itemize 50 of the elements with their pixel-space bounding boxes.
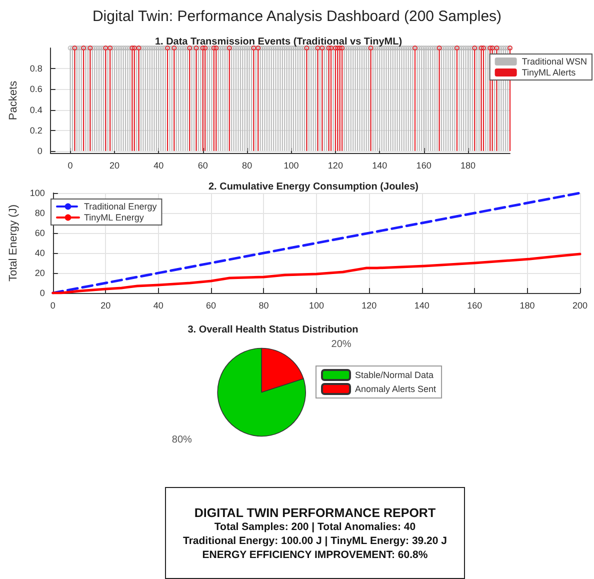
legend-label: TinyML Energy [84, 212, 144, 222]
text: Total Samples: 200 | Total Anomalies: 40 [213, 520, 417, 534]
y-axis-title: Packets [8, 80, 20, 120]
legend-label: Anomaly Alerts Sent [355, 384, 437, 394]
y-tick-label: 0 [40, 288, 45, 298]
y-tick-label: 100 [30, 188, 45, 198]
chart-title: 1. Data Transmission Events (Traditional vs TinyML) [154, 36, 402, 48]
x-tick-label: 60 [198, 160, 208, 170]
legend-label: Traditional WSN [522, 56, 588, 66]
x-tick-label: 200 [572, 300, 588, 310]
y-tick-label: 0.2 [30, 125, 42, 136]
x-tick-label: 160 [416, 160, 432, 170]
y-tick-label: 0 [37, 146, 42, 156]
x-tick-label: 100 [308, 300, 324, 310]
text: ENERGY EFFICIENCY IMPROVEMENT: 60.8% [201, 548, 429, 562]
chart-title: 3. Overall Health Status Distribution [188, 324, 358, 336]
data-label: 20% [331, 339, 352, 350]
chart-subtitle: Digital Twin: Performance Analysis Dashboard (200 Samples) [91, 8, 503, 25]
x-tick-label: 180 [520, 300, 535, 310]
text: Traditional Energy: 100.00 J | TinyML Energy: 39.20 J [182, 534, 448, 548]
x-tick-label: 0 [50, 300, 56, 310]
y-tick-label: 60 [34, 228, 45, 238]
x-tick-label: 20 [100, 300, 111, 310]
text: DIGITAL TWIN PERFORMANCE REPORT [193, 506, 437, 520]
x-tick-label: 120 [362, 300, 377, 310]
x-tick-label: 40 [154, 160, 164, 170]
x-tick-label: 140 [372, 160, 388, 170]
y-tick-label: 0.4 [30, 104, 42, 115]
chart-title: 2. Cumulative Energy Consumption (Joules) [208, 182, 419, 192]
y-tick-label: 0.6 [30, 84, 42, 94]
x-tick-label: 140 [414, 300, 430, 310]
y-tick-label: 20 [34, 268, 45, 278]
y-tick-label: 80 [34, 208, 45, 218]
y-tick-label: 0.8 [30, 64, 42, 74]
x-tick-label: 120 [328, 160, 343, 170]
x-tick-label: 80 [258, 300, 269, 310]
legend-label: Stable/Normal Data [355, 370, 434, 380]
x-tick-label: 180 [460, 160, 476, 170]
data-label: 80% [172, 434, 192, 446]
legend-label: TinyML Alerts [522, 68, 576, 78]
y-axis-title: Total Energy (J) [8, 204, 20, 282]
y-tick-label: 40 [34, 248, 45, 258]
x-tick-label: 40 [153, 300, 164, 310]
legend-label: Traditional Energy [84, 202, 158, 212]
x-tick-label: 100 [284, 160, 299, 170]
x-tick-label: 80 [242, 160, 252, 170]
x-tick-label: 0 [68, 160, 73, 170]
x-tick-label: 20 [109, 160, 120, 170]
x-tick-label: 160 [467, 300, 482, 310]
x-tick-label: 60 [206, 300, 216, 310]
